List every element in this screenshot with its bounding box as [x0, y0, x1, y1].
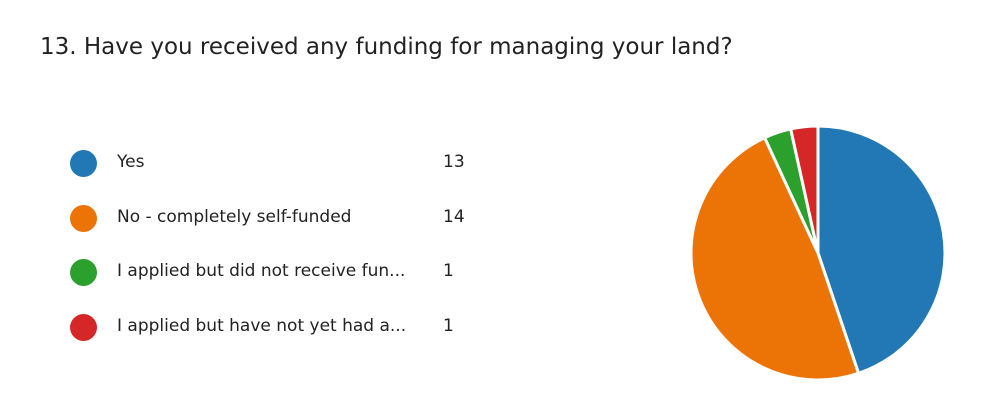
- legend-label: I applied but did not receive fun...: [117, 261, 406, 281]
- legend-item: I applied but did not receive fun... 1: [70, 259, 470, 287]
- legend-item: Yes 13: [70, 150, 470, 178]
- legend-item: I applied but have not yet had a... 1: [70, 313, 470, 342]
- pie-slice[interactable]: [788, 124, 820, 254]
- legend-item: No - completely self-funded 14: [70, 204, 470, 233]
- legend-swatch: [70, 204, 97, 232]
- legend-swatch: [70, 259, 97, 286]
- legend-label: Yes: [117, 152, 145, 172]
- pie-slice[interactable]: [816, 124, 947, 376]
- legend-swatch: [70, 313, 97, 341]
- legend-label: No - completely self-funded: [117, 206, 352, 227]
- legend-count: 13: [443, 152, 465, 172]
- pie-slice[interactable]: [689, 135, 861, 382]
- question-title: 13. Have you received any funding for ma…: [40, 34, 733, 60]
- legend-label: I applied but have not yet had a...: [117, 315, 407, 336]
- legend-count: 14: [443, 206, 465, 227]
- legend-count: 1: [443, 315, 454, 336]
- legend-swatch: [70, 150, 97, 177]
- legend-count: 1: [443, 261, 454, 281]
